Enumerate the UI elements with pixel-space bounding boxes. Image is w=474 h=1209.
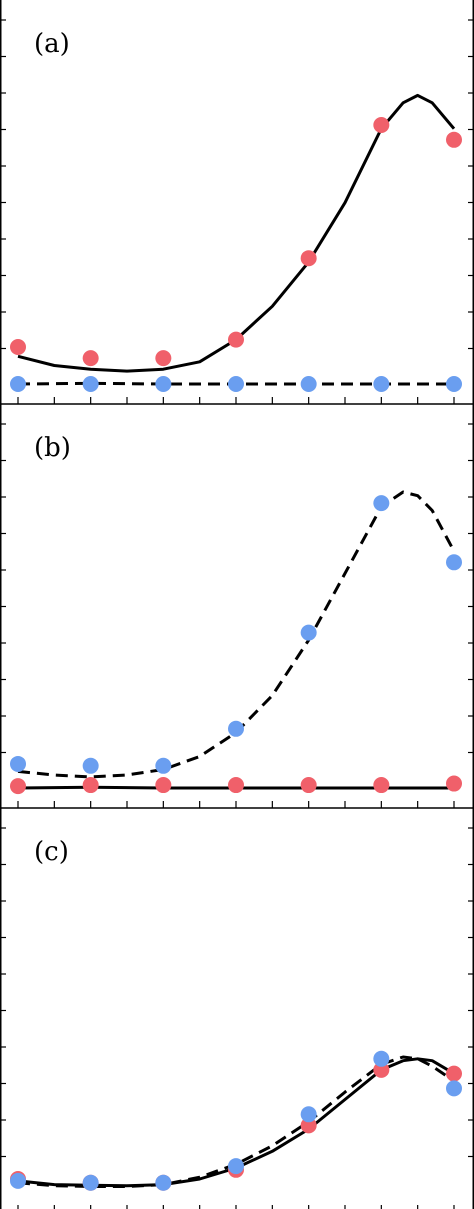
panel-a: (a) bbox=[0, 0, 474, 405]
panel-b-blue-point bbox=[10, 755, 26, 772]
panel-a-red-point bbox=[10, 339, 26, 355]
panel-b-label: (b) bbox=[34, 433, 71, 463]
panel-a-blue-point bbox=[373, 376, 390, 392]
panel-c-blue-point bbox=[82, 1174, 99, 1191]
panel-a-blue-point bbox=[82, 376, 99, 392]
panel-b-red-point bbox=[82, 777, 99, 794]
panel-c-red-point bbox=[300, 1117, 317, 1134]
panel-a-red-point bbox=[82, 350, 99, 367]
panel-a-red-point bbox=[373, 117, 390, 133]
panel-a-red-solid-curve bbox=[17, 93, 456, 373]
panel-c-blue-point bbox=[373, 1050, 390, 1067]
panel-b-blue-point bbox=[446, 554, 462, 571]
panel-c-blue-point bbox=[10, 1172, 26, 1189]
panel-a-blue-point bbox=[155, 376, 172, 392]
panel-b-blue-dashed-curve bbox=[17, 490, 456, 779]
panel-c-blue-point bbox=[446, 1080, 462, 1097]
panel-b-red-point bbox=[373, 777, 390, 794]
panel-a-blue-point bbox=[300, 376, 317, 392]
panel-c: (c) bbox=[0, 808, 474, 1209]
panel-a-label: (a) bbox=[34, 29, 70, 59]
panel-a-blue-point bbox=[446, 376, 462, 392]
panel-a-red-point bbox=[228, 331, 244, 348]
panel-b-red-point bbox=[10, 778, 26, 795]
panel-b: (b) bbox=[0, 404, 474, 809]
panel-a-red-point bbox=[446, 131, 462, 148]
panel-b-blue-point bbox=[300, 624, 317, 641]
panel-b-blue-point bbox=[82, 757, 99, 774]
panel-c-blue-point bbox=[228, 1158, 244, 1175]
panel-a-red-point bbox=[155, 350, 172, 367]
panel-b-blue-point bbox=[373, 495, 390, 512]
panel-c-red-point bbox=[446, 1065, 462, 1082]
panel-b-blue-point bbox=[228, 720, 244, 737]
panel-b-blue-point bbox=[155, 757, 172, 774]
panel-b-red-point bbox=[228, 777, 244, 794]
panel-b-red-point bbox=[155, 777, 172, 794]
panel-c-red-point bbox=[373, 1061, 390, 1078]
panel-c-blue-point bbox=[155, 1174, 172, 1191]
panel-c-label: (c) bbox=[34, 837, 69, 867]
panel-b-red-point bbox=[446, 775, 462, 792]
panel-c-blue-dashed-curve bbox=[17, 1055, 455, 1188]
panel-a-blue-point bbox=[10, 376, 26, 392]
panel-a-red-point bbox=[300, 250, 317, 267]
panel-b-red-point bbox=[300, 777, 317, 794]
panel-a-blue-point bbox=[228, 376, 244, 392]
panel-c-blue-point bbox=[300, 1106, 317, 1123]
